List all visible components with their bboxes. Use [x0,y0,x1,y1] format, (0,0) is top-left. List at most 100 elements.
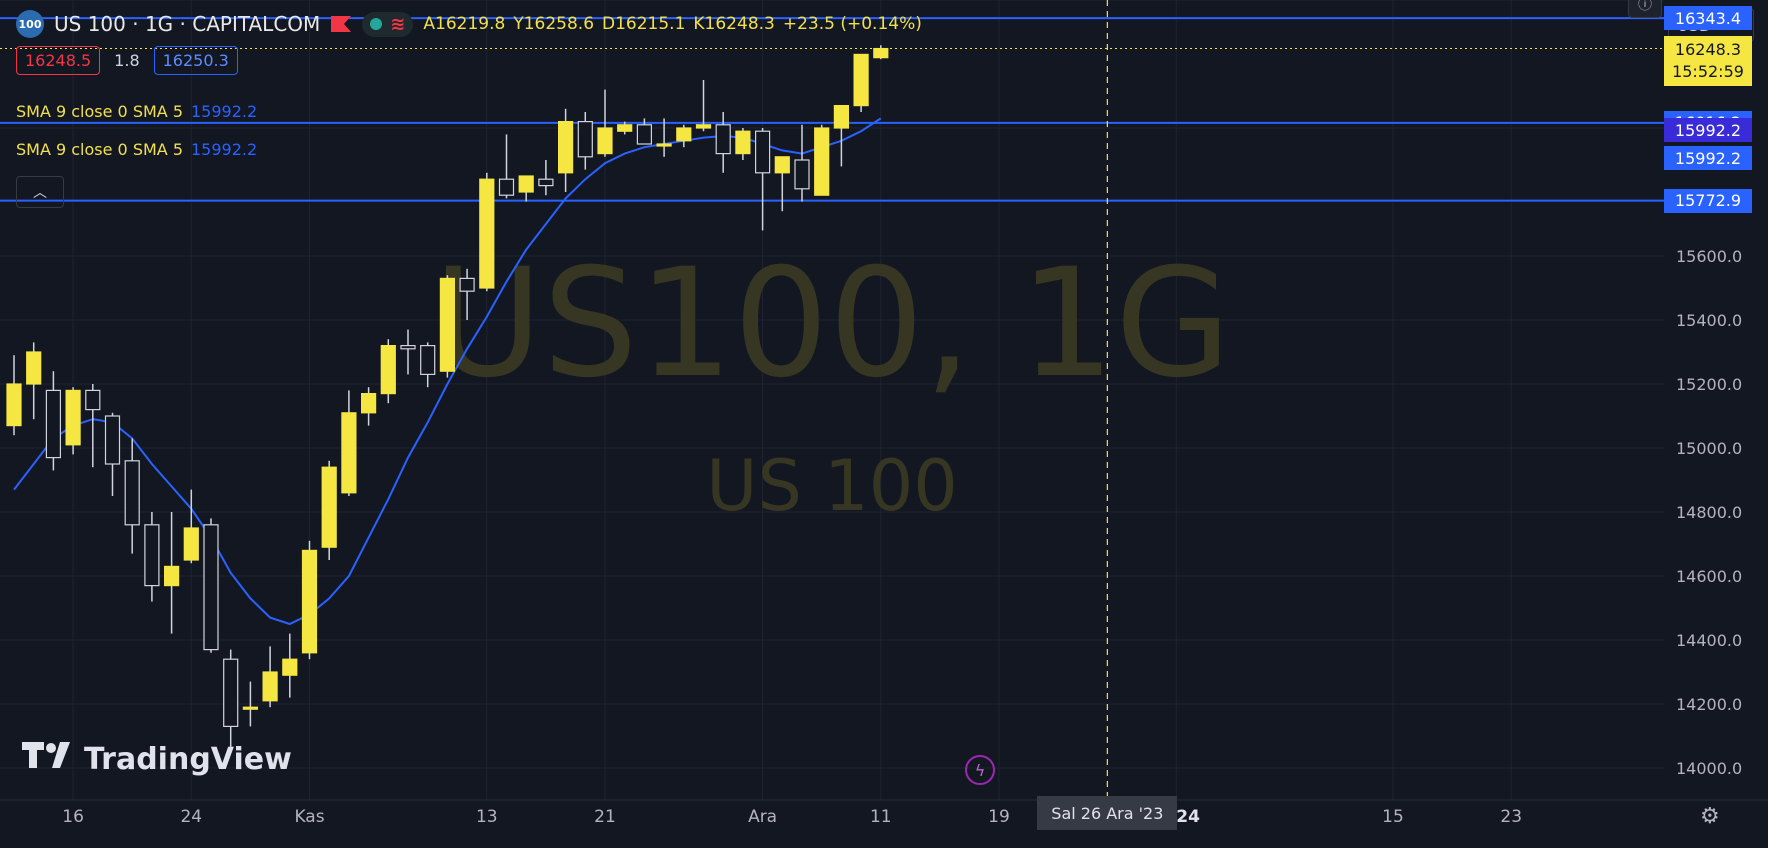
candle [479,172,495,292]
candle-body [65,389,81,446]
candle-body [341,412,357,494]
flag-icon[interactable] [330,15,352,33]
gear-icon: ⚙ [1700,804,1720,829]
lightning-button[interactable]: ϟ [965,755,995,785]
ohlc-item: D16215.1 [602,14,686,34]
sma-price-tag: 15992.2 [1664,118,1752,143]
status-pill[interactable]: ≋ [362,11,414,37]
candle-body [577,120,593,158]
bid-ask-panel: 16248.5 1.8 16250.3 [16,46,238,75]
chart-settings-button[interactable]: ⚙ [1700,804,1720,829]
market-open-icon [370,18,383,30]
time-tick-label: 13 [476,807,498,827]
indicator-legend-2[interactable]: SMA 9 close 0 SMA 5 15992.2 [16,140,257,159]
candle [459,268,475,320]
candle-body [242,706,258,710]
candle-body [262,671,278,702]
candle-body [479,178,495,289]
ask-button[interactable]: 16250.3 [153,46,238,75]
candle [341,390,357,496]
candle-body [676,127,692,142]
crosshair-date-tag: Sal 26 Ara '23 [1037,796,1178,830]
candle [6,355,22,436]
current-price-tag: 16248.3 15:52:59 [1664,35,1752,86]
price-tick-label: 14200.0 [1676,695,1742,714]
collapse-legend-button[interactable]: ︿ [16,176,64,208]
time-tick-label: 15 [1382,807,1404,827]
candle-body [498,178,515,196]
tradingview-logo[interactable]: TradingView [22,740,292,778]
chart-grid [0,0,1664,800]
candle [262,646,278,708]
indicator-label: SMA 9 close 0 SMA 5 [16,102,183,121]
candle-body [814,127,830,196]
time-tick-label: 24 [180,807,202,827]
candle [203,518,219,653]
candle-body [420,345,436,376]
sma-price-tag: 15992.2 [1664,146,1752,171]
candle [774,156,790,212]
candle-body [321,466,337,548]
candle-body [380,345,396,395]
candle [518,175,534,202]
candle [439,275,455,378]
ohlc-values: A16219.8 Y16258.6 D16215.1 K16248.3 +23.5 (+… [423,14,921,34]
candle-body [774,156,790,174]
candle-body [124,460,140,526]
candle [45,371,62,471]
candle-body [656,143,672,147]
candle [833,104,850,167]
candle-body [557,120,574,174]
ohlc-item: Y16258.6 [513,14,595,34]
candle [814,124,830,196]
candles [6,45,889,752]
candle-body [518,175,534,193]
candle-body [45,389,62,459]
tradingview-mark-icon [22,740,78,778]
symbol-header: 100 US 100 · 1G · CAPITALCOM ≋ A16219.8 Y… [16,10,922,38]
candle [715,112,731,173]
info-button[interactable]: ⓘ [1628,0,1662,18]
symbol-title[interactable]: US 100 · 1G · CAPITALCOM [54,12,321,36]
time-tick-label: Ara [748,807,777,827]
candle-body [695,124,712,129]
candle-body [26,351,42,385]
candle-body [85,389,101,411]
candle-body [439,277,455,372]
candle [676,124,692,148]
candle [400,329,416,375]
candle [65,387,81,455]
candle-body [361,393,377,414]
price-tick-label: 14000.0 [1676,759,1742,778]
ohlc-item: K16248.3 [693,14,775,34]
candle [144,512,160,602]
delay-wave-icon: ≋ [390,13,406,35]
candle-body [833,104,850,129]
candle [498,134,515,199]
price-tick-label: 14400.0 [1676,631,1742,650]
candle [656,118,672,157]
price-tick-label: 14800.0 [1676,503,1742,522]
candle [301,540,318,660]
candle [282,633,298,698]
bid-button[interactable]: 16248.5 [16,46,101,75]
candle [104,412,121,496]
time-tick-label: 23 [1500,807,1522,827]
hline-price-tag: 16343.4 [1664,6,1752,31]
candle [617,121,633,135]
crosshair-date: Sal 26 Ara '23 [1051,803,1164,823]
price-tick-label: 14600.0 [1676,567,1742,586]
current-price-value: 16248.3 [1674,39,1742,59]
bar-countdown: 15:52:59 [1672,61,1744,81]
price-tick-label: 15400.0 [1676,311,1742,330]
price-tick-label: 15600.0 [1676,247,1742,266]
ohlc-item: A16219.8 [423,14,506,34]
time-axis[interactable]: 1624Kas1321Ara111920241523 [0,799,1768,827]
indicator-legend-1[interactable]: SMA 9 close 0 SMA 5 15992.2 [16,102,257,121]
candle-body [617,124,633,132]
candle [754,128,771,231]
candle-body [715,124,731,155]
hline-price-tag: 15772.9 [1664,188,1752,213]
spread-value: 1.8 [114,51,140,70]
